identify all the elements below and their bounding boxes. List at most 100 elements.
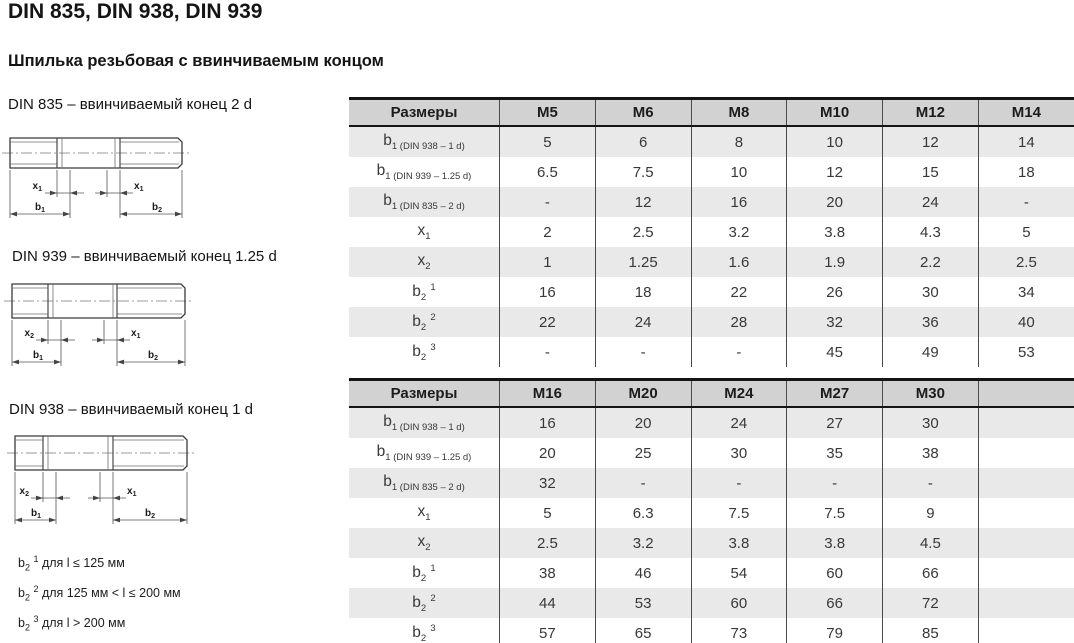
value-cell: 79 [786, 618, 883, 643]
value-cell: 12 [882, 126, 979, 157]
value-cell: 7.5 [594, 157, 691, 187]
value-cell: 60 [786, 558, 883, 588]
value-cell: 18 [977, 157, 1074, 187]
value-cell: 38 [882, 438, 979, 468]
value-cell: 5 [499, 126, 596, 157]
value-cell: 16 [499, 407, 596, 438]
value-cell: 32 [786, 307, 883, 337]
value-cell: 3.8 [786, 217, 883, 247]
value-cell: 5 [499, 498, 596, 528]
value-cell: 28 [690, 307, 787, 337]
dimension-table-m16-m30: Размеры M16 M20 M24 M27 M30 b1 (DIN 938 – 1 d)… [349, 378, 1074, 643]
value-cell: 53 [977, 337, 1074, 367]
row-label-header: Размеры [349, 379, 500, 408]
value-cell: - [690, 337, 787, 367]
value-cell: - [594, 468, 691, 498]
value-cell: 24 [882, 187, 979, 217]
table-row: b1 (DIN 939 – 1.25 d) 20 25 30 35 38 [349, 438, 1074, 468]
value-cell [977, 558, 1074, 588]
value-cell: 57 [499, 618, 596, 643]
value-cell: 2.5 [594, 217, 691, 247]
value-cell: 34 [977, 277, 1074, 307]
row-label: b1 (DIN 938 – 1 d) [349, 126, 500, 157]
dim-label-b1: b1 [33, 350, 43, 362]
value-cell: 6.5 [499, 157, 596, 187]
row-label: b2 2 [349, 588, 500, 618]
value-cell: 10 [786, 126, 883, 157]
value-cell: 2.5 [977, 247, 1074, 277]
value-cell: 45 [786, 337, 883, 367]
value-cell: 44 [499, 588, 596, 618]
value-cell: 3.8 [690, 528, 787, 558]
row-label: b1 (DIN 938 – 1 d) [349, 407, 500, 438]
table-row: b2 2 22 24 28 32 36 40 [349, 307, 1074, 337]
value-cell: 27 [786, 407, 883, 438]
col-header-empty [977, 379, 1074, 408]
row-label: x2 [349, 247, 500, 277]
page-subtitle: Шпилька резьбовая с ввинчиваемым концом [8, 52, 384, 70]
value-cell [977, 588, 1074, 618]
value-cell: 40 [977, 307, 1074, 337]
col-header-M6: M6 [594, 98, 691, 127]
stud-drawing-din835: x1 b1 x1 b2 [2, 137, 192, 218]
page-title: DIN 835, DIN 938, DIN 939 [8, 0, 263, 23]
row-label: b1 (DIN 835 – 2 d) [349, 468, 500, 498]
header-row: Размеры M5 M6 M8 M10 M12 M14 [349, 98, 1074, 127]
table-row: b1 (DIN 835 – 2 d) -12 16 20 24- [349, 187, 1074, 217]
header-row: Размеры M16 M20 M24 M27 M30 [349, 379, 1074, 408]
row-label: b1 (DIN 835 – 2 d) [349, 187, 500, 217]
figure-caption-din835: DIN 835 – ввинчиваемый конец 2 d [8, 96, 252, 113]
value-cell: 16 [690, 187, 787, 217]
value-cell: 73 [690, 618, 787, 643]
value-cell: 30 [882, 407, 979, 438]
footnote-b2-1: b2 1 для l ≤ 125 мм [18, 554, 125, 573]
dimension-lines [14, 472, 188, 524]
col-header-M20: M20 [594, 379, 691, 408]
value-cell [977, 407, 1074, 438]
table-row: b2 2 44 53 60 66 72 [349, 588, 1074, 618]
value-cell [977, 498, 1074, 528]
value-cell: 10 [690, 157, 787, 187]
dimension-lines [9, 170, 183, 218]
table-row: x1 2 2.5 3.2 3.8 4.3 5 [349, 217, 1074, 247]
table-row: x2 2.5 3.2 3.8 3.8 4.5 [349, 528, 1074, 558]
value-cell [977, 438, 1074, 468]
value-cell: 1.6 [690, 247, 787, 277]
value-cell: 72 [882, 588, 979, 618]
dimension-lines [11, 320, 186, 366]
value-cell: - [690, 468, 787, 498]
value-cell: 38 [499, 558, 596, 588]
row-label: b2 1 [412, 281, 436, 303]
value-cell: 22 [499, 307, 596, 337]
dim-label-x2: x2 [20, 486, 30, 498]
dim-label-x1: x1 [127, 486, 137, 498]
row-label: b2 1 [412, 562, 436, 584]
dim-label-x2: x2 [25, 328, 35, 340]
dim-label-b1: b1 [31, 508, 41, 520]
table-row: b1 (DIN 938 – 1 d) 16 20 24 27 30 [349, 407, 1074, 438]
value-cell: 65 [594, 618, 691, 643]
value-cell: 9 [882, 498, 979, 528]
value-cell: 3.2 [594, 528, 691, 558]
value-cell: - [786, 468, 883, 498]
value-cell: 49 [882, 337, 979, 367]
value-cell: 4.3 [882, 217, 979, 247]
col-header-M30: M30 [882, 379, 979, 408]
value-cell: - [499, 337, 596, 367]
value-cell: 2 [499, 217, 596, 247]
stud-body [9, 137, 183, 169]
table-row: b2 1 38 46 54 60 66 [349, 558, 1074, 588]
col-header-M16: M16 [499, 379, 596, 408]
col-header-M10: M10 [786, 98, 883, 127]
value-cell: 35 [786, 438, 883, 468]
value-cell: 22 [690, 277, 787, 307]
table-row: b2 1 16 18 22 26 30 34 [349, 277, 1074, 307]
value-cell: 6.3 [594, 498, 691, 528]
table-row: b1 (DIN 835 – 2 d) 32- - - - [349, 468, 1074, 498]
value-cell: 20 [594, 407, 691, 438]
row-label: b1 (DIN 939 – 1.25 d) [376, 443, 472, 463]
value-cell: 66 [882, 558, 979, 588]
value-cell: 53 [594, 588, 691, 618]
value-cell: 32 [499, 468, 596, 498]
col-header-M24: M24 [690, 379, 787, 408]
